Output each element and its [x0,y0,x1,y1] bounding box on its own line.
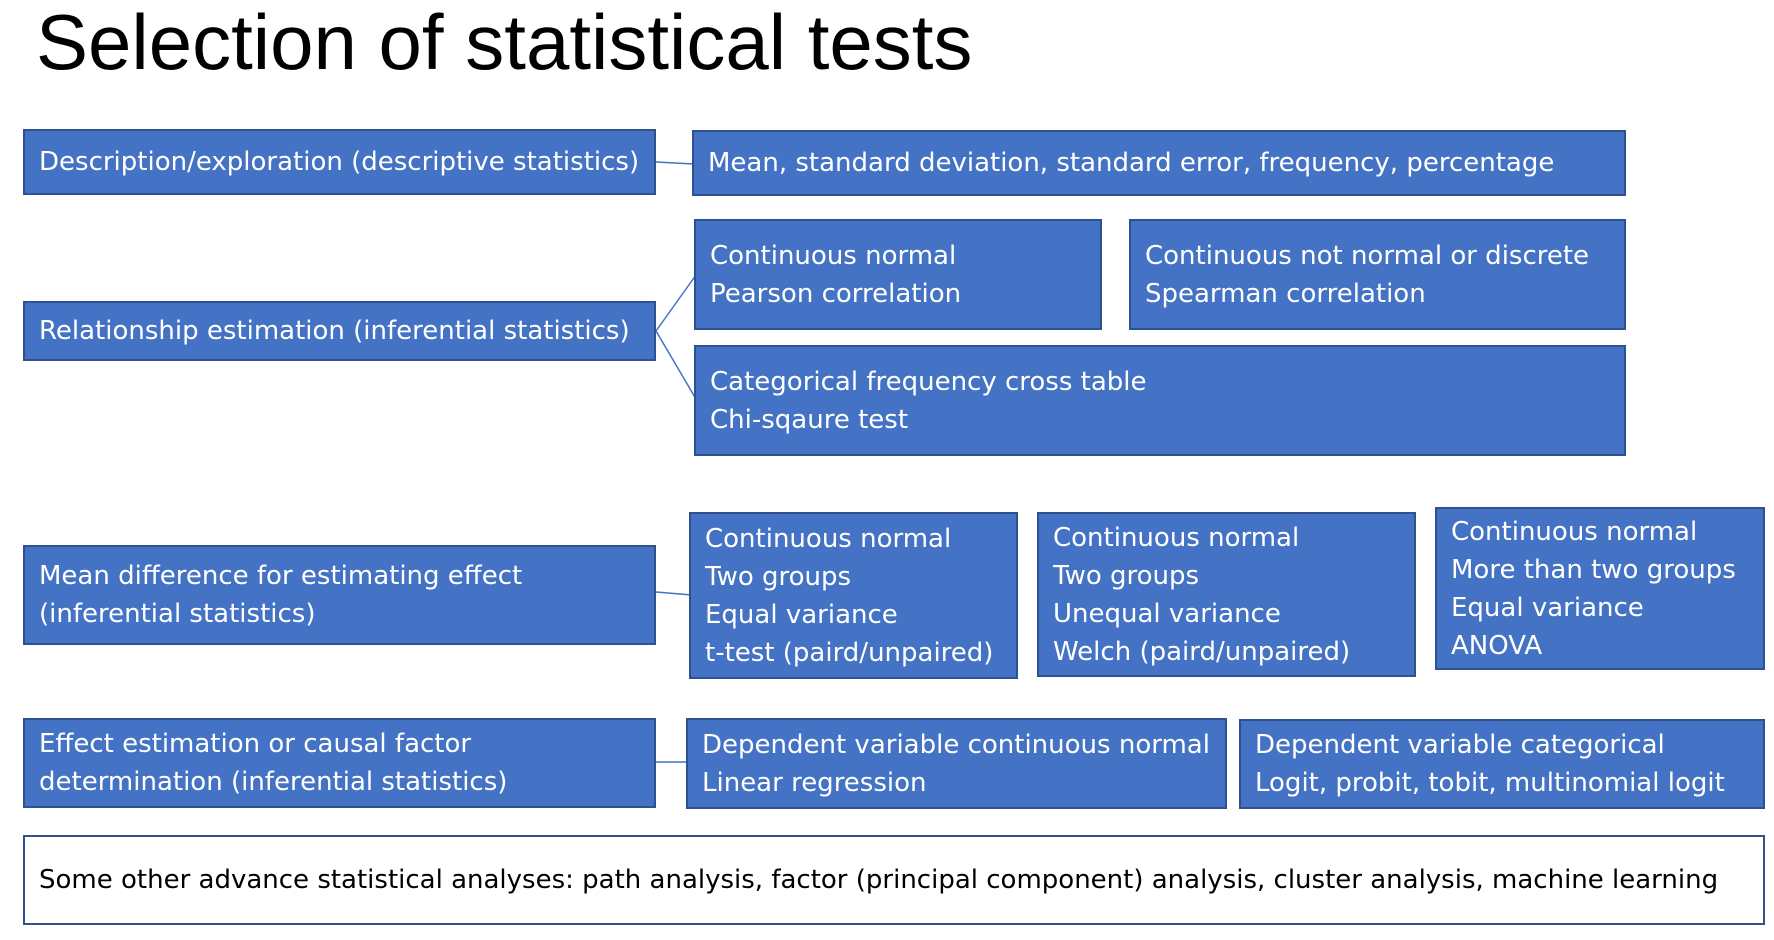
test-pearson-line-2: Pearson correlation [710,278,962,309]
test-welch-line-2: Two groups [1053,560,1200,591]
test-anova-line-1: Continuous normal [1451,516,1698,547]
test-anova: Continuous normal More than two groups E… [1435,507,1765,670]
category-effect-estimation-line-2: determination (inferential statistics) [39,767,508,797]
test-pearson-line-1: Continuous normal [710,240,957,271]
category-mean-difference-line-2: (inferential statistics) [39,599,316,629]
category-description: Description/exploration (descriptive sta… [23,129,656,195]
category-relationship: Relationship estimation (inferential sta… [23,301,656,361]
connector-relationship-pearson [655,274,697,332]
test-descriptive: Mean, standard deviation, standard error… [692,130,1626,196]
test-spearman: Continuous not normal or discrete Spearm… [1129,219,1626,330]
test-logit-line-2: Logit, probit, tobit, multinomial logit [1255,768,1725,798]
test-linear-regression: Dependent variable continuous normal Lin… [686,718,1227,809]
test-spearman-line-1: Continuous not normal or discrete [1145,240,1590,271]
test-linear-regression-line-1: Dependent variable continuous normal [702,729,1210,760]
category-mean-difference-line-1: Mean difference for estimating effect [39,561,523,591]
test-t-test-line-4: t-test (paird/unpaired) [705,637,994,668]
advanced-analyses-note: Some other advance statistical analyses:… [23,835,1765,925]
test-chi-square-line-1: Categorical frequency cross table [710,366,1147,397]
test-chi-square: Categorical frequency cross table Chi-sq… [694,345,1626,456]
test-logit: Dependent variable categorical Logit, pr… [1239,719,1765,809]
category-effect-estimation: Effect estimation or causal factor deter… [23,718,656,808]
advanced-analyses-note-text: Some other advance statistical analyses:… [39,865,1719,895]
category-description-label: Description/exploration (descriptive sta… [39,147,640,177]
test-chi-square-line-2: Chi-sqaure test [710,404,909,435]
connector-mean-difference [655,591,693,596]
connector-relationship-chi [655,330,697,400]
test-anova-line-2: More than two groups [1451,554,1736,585]
connector-description [655,161,695,165]
test-spearman-line-2: Spearman correlation [1145,278,1426,309]
test-t-test-line-3: Equal variance [705,599,898,630]
category-relationship-label: Relationship estimation (inferential sta… [39,316,630,346]
test-anova-line-4: ANOVA [1451,630,1543,661]
test-t-test-line-1: Continuous normal [705,523,952,554]
test-linear-regression-line-2: Linear regression [702,767,927,798]
test-logit-line-1: Dependent variable categorical [1255,730,1665,760]
test-t-test: Continuous normal Two groups Equal varia… [689,512,1018,679]
test-t-test-line-2: Two groups [705,561,852,592]
page-title: Selection of statistical tests [36,0,973,86]
category-effect-estimation-line-1: Effect estimation or causal factor [39,729,472,759]
test-welch-line-3: Unequal variance [1053,598,1281,629]
test-anova-line-3: Equal variance [1451,592,1644,623]
test-pearson: Continuous normal Pearson correlation [694,219,1102,330]
test-welch-line-1: Continuous normal [1053,522,1300,553]
test-welch: Continuous normal Two groups Unequal var… [1037,512,1416,677]
test-welch-line-4: Welch (paird/unpaired) [1053,636,1351,667]
test-descriptive-label: Mean, standard deviation, standard error… [708,148,1555,178]
category-mean-difference: Mean difference for estimating effect (i… [23,545,656,645]
